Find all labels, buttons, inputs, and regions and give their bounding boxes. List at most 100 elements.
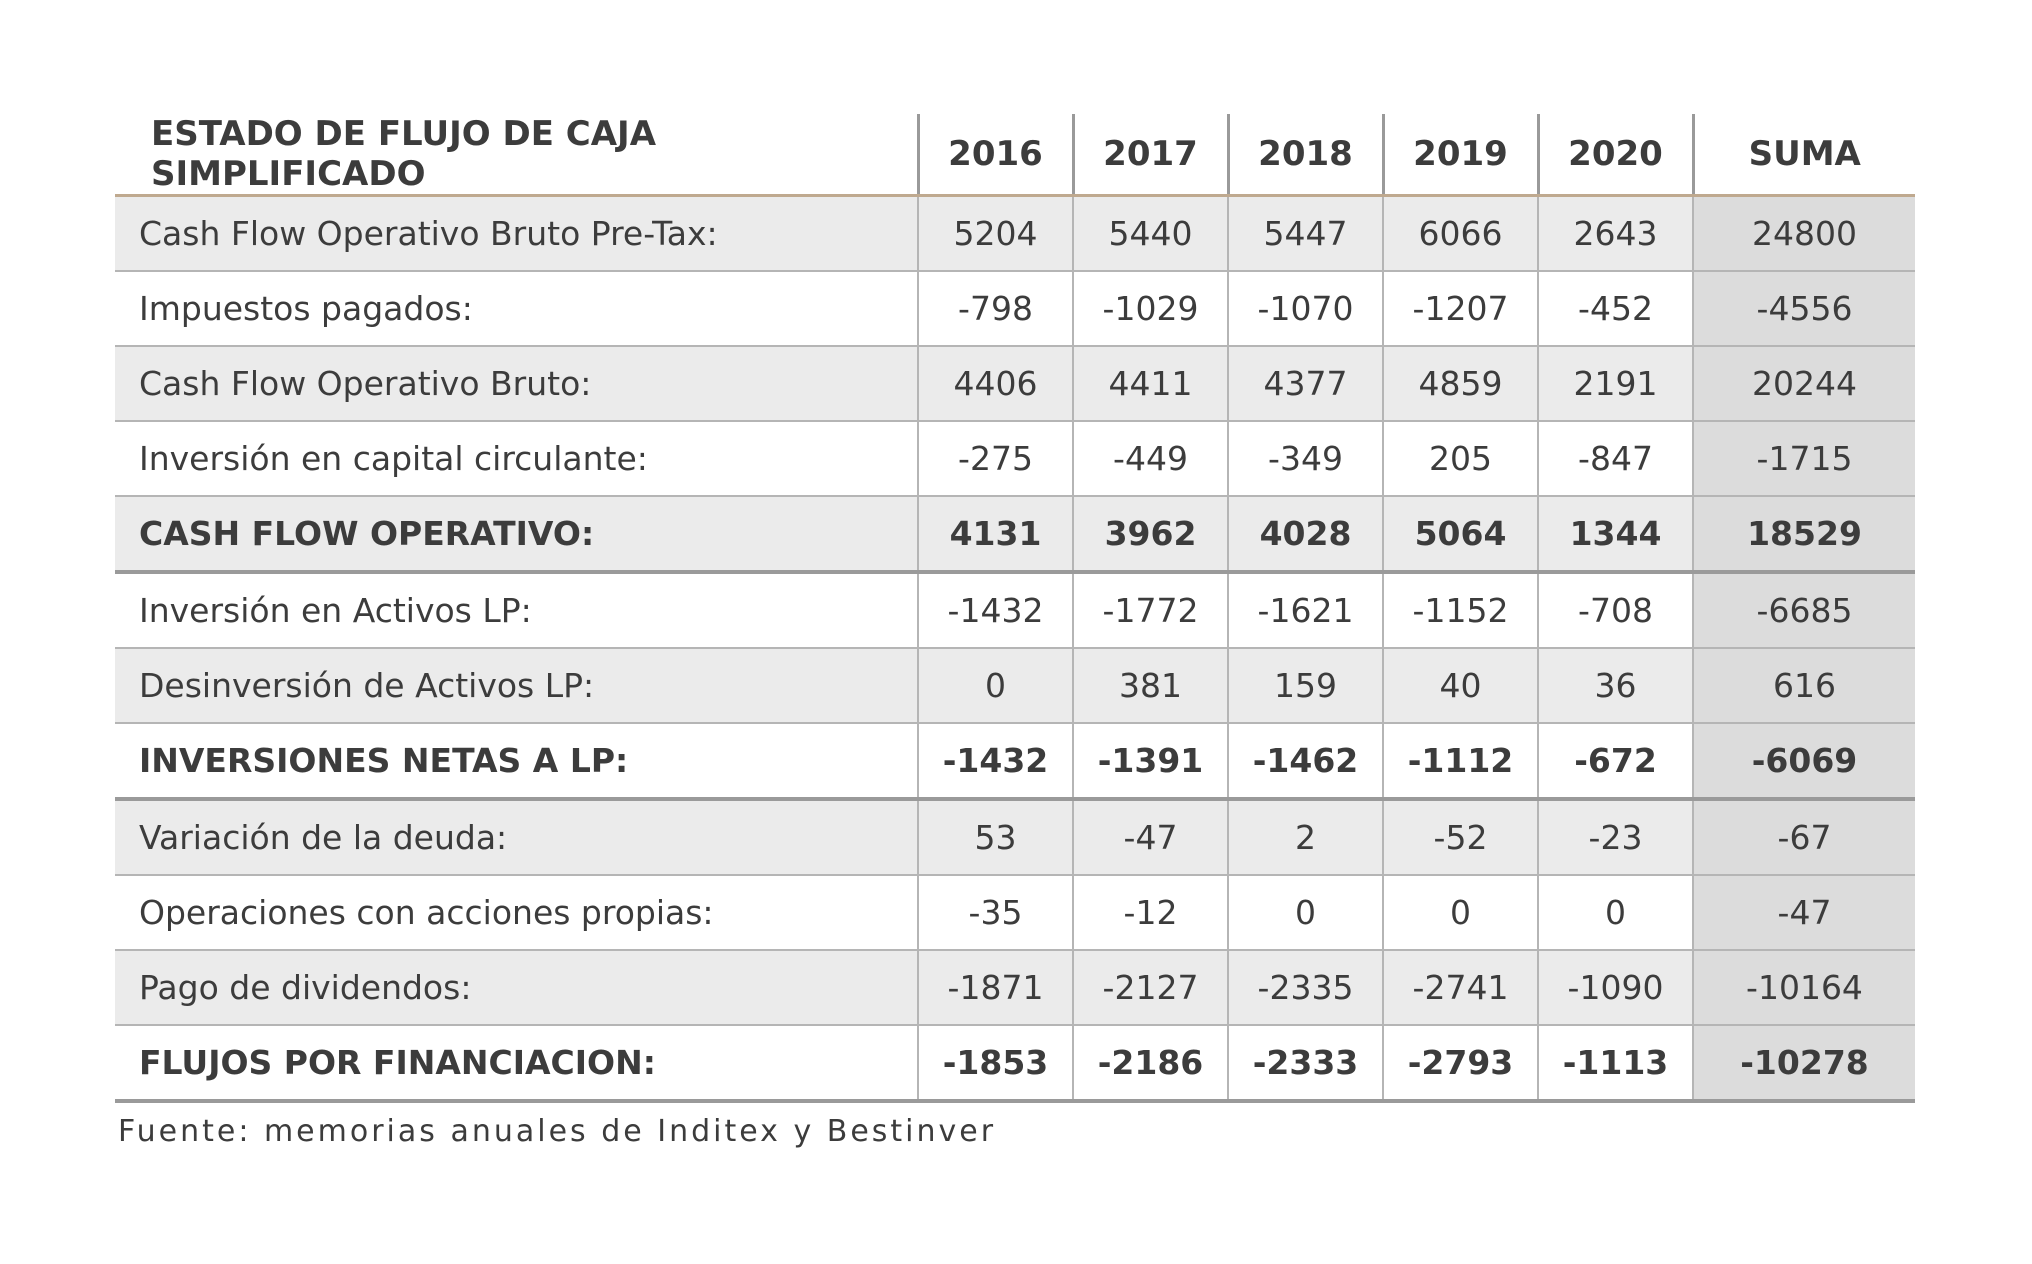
table-row: Variación de la deuda: 53 -47 2 -52 -23 -67 bbox=[115, 799, 1915, 876]
value-cell: -2741 bbox=[1382, 950, 1538, 1026]
value-cell: -23 bbox=[1537, 799, 1693, 876]
row-label: Inversión en capital circulante: bbox=[115, 421, 918, 497]
value-cell: 4377 bbox=[1227, 346, 1383, 422]
row-label: CASH FLOW OPERATIVO: bbox=[115, 496, 918, 574]
value-cell: -2335 bbox=[1227, 950, 1383, 1026]
table-row: Pago de dividendos: -1871 -2127 -2335 -2741-… bbox=[115, 950, 1915, 1026]
value-cell: 4406 bbox=[917, 346, 1073, 422]
header-row: ESTADO DE FLUJO DE CAJA SIMPLIFICADO 2016… bbox=[115, 114, 1915, 197]
value-cell: -798 bbox=[917, 271, 1073, 347]
table-body: Cash Flow Operativo Bruto Pre-Tax: 5204 54… bbox=[115, 195, 1915, 1103]
value-cell: -12 bbox=[1072, 875, 1228, 951]
value-cell: 616 bbox=[1692, 648, 1915, 724]
value-cell: -1090 bbox=[1537, 950, 1693, 1026]
value-cell: 2643 bbox=[1537, 195, 1693, 272]
table-row: INVERSIONES NETAS A LP: -1432 -1391 -1462 -1… bbox=[115, 723, 1915, 801]
header-cell: 2018 bbox=[1226, 114, 1383, 197]
row-label: Operaciones con acciones propias: bbox=[115, 875, 918, 951]
header-cell: SUMA bbox=[1691, 114, 1915, 197]
value-cell: 2191 bbox=[1537, 346, 1693, 422]
value-cell: 5440 bbox=[1072, 195, 1228, 272]
value-cell: -2127 bbox=[1072, 950, 1228, 1026]
value-cell: -67 bbox=[1692, 799, 1915, 876]
value-cell: -275 bbox=[917, 421, 1073, 497]
value-cell: 6066 bbox=[1382, 195, 1538, 272]
value-cell: 381 bbox=[1072, 648, 1228, 724]
value-cell: 5447 bbox=[1227, 195, 1383, 272]
value-cell: 18529 bbox=[1692, 496, 1915, 574]
value-cell: -4556 bbox=[1692, 271, 1915, 347]
value-cell: -1113 bbox=[1537, 1025, 1693, 1103]
value-cell: 3962 bbox=[1072, 496, 1228, 574]
header-cell: 2020 bbox=[1536, 114, 1693, 197]
value-cell: -449 bbox=[1072, 421, 1228, 497]
value-cell: -349 bbox=[1227, 421, 1383, 497]
table-row: Inversión en capital circulante: -275 -449… bbox=[115, 421, 1915, 497]
value-cell: 205 bbox=[1382, 421, 1538, 497]
value-cell: -1772 bbox=[1072, 572, 1228, 649]
source-note: Fuente: memorias anuales de Inditex y Be… bbox=[118, 1114, 997, 1149]
row-label: Impuestos pagados: bbox=[115, 271, 918, 347]
value-cell: -47 bbox=[1072, 799, 1228, 876]
row-label: Variación de la deuda: bbox=[115, 799, 918, 876]
value-cell: 159 bbox=[1227, 648, 1383, 724]
value-cell: 0 bbox=[1382, 875, 1538, 951]
row-label: Inversión en Activos LP: bbox=[115, 572, 918, 649]
value-cell: 24800 bbox=[1692, 195, 1915, 272]
value-cell: -2333 bbox=[1227, 1025, 1383, 1103]
value-cell: 0 bbox=[1227, 875, 1383, 951]
row-label: FLUJOS POR FINANCIACION: bbox=[115, 1025, 918, 1103]
value-cell: 4411 bbox=[1072, 346, 1228, 422]
value-cell: 4131 bbox=[917, 496, 1073, 574]
value-cell: 0 bbox=[917, 648, 1073, 724]
value-cell: -1391 bbox=[1072, 723, 1228, 801]
value-cell: 5204 bbox=[917, 195, 1073, 272]
row-label: Pago de dividendos: bbox=[115, 950, 918, 1026]
value-cell: 2 bbox=[1227, 799, 1383, 876]
value-cell: 4859 bbox=[1382, 346, 1538, 422]
value-cell: -1853 bbox=[917, 1025, 1073, 1103]
value-cell: -1070 bbox=[1227, 271, 1383, 347]
table-row: Desinversión de Activos LP: 0 381 159 40 36 61… bbox=[115, 648, 1915, 724]
table-row: Inversión en Activos LP: -1432 -1772 -1621-… bbox=[115, 572, 1915, 649]
value-cell: 1344 bbox=[1537, 496, 1693, 574]
value-cell: 40 bbox=[1382, 648, 1538, 724]
header-cell: ESTADO DE FLUJO DE CAJA SIMPLIFICADO bbox=[115, 114, 918, 197]
value-cell: -35 bbox=[917, 875, 1073, 951]
header-cell: 2019 bbox=[1381, 114, 1538, 197]
value-cell: 0 bbox=[1537, 875, 1693, 951]
value-cell: -1621 bbox=[1227, 572, 1383, 649]
value-cell: -1112 bbox=[1382, 723, 1538, 801]
value-cell: -1462 bbox=[1227, 723, 1383, 801]
value-cell: 53 bbox=[917, 799, 1073, 876]
row-label: Cash Flow Operativo Bruto Pre-Tax: bbox=[115, 195, 918, 272]
value-cell: -10164 bbox=[1692, 950, 1915, 1026]
value-cell: -1432 bbox=[917, 572, 1073, 649]
table-row: FLUJOS POR FINANCIACION: -1853 -2186 -2333-… bbox=[115, 1025, 1915, 1103]
value-cell: -47 bbox=[1692, 875, 1915, 951]
value-cell: -708 bbox=[1537, 572, 1693, 649]
value-cell: -52 bbox=[1382, 799, 1538, 876]
value-cell: 4028 bbox=[1227, 496, 1383, 574]
value-cell: -847 bbox=[1537, 421, 1693, 497]
value-cell: -6069 bbox=[1692, 723, 1915, 801]
value-cell: -10278 bbox=[1692, 1025, 1915, 1103]
value-cell: -2793 bbox=[1382, 1025, 1538, 1103]
value-cell: -672 bbox=[1537, 723, 1693, 801]
row-label: Cash Flow Operativo Bruto: bbox=[115, 346, 918, 422]
header-cell: 2016 bbox=[916, 114, 1073, 197]
value-cell: -6685 bbox=[1692, 572, 1915, 649]
value-cell: -1029 bbox=[1072, 271, 1228, 347]
table-row: CASH FLOW OPERATIVO: 4131 3962 4028 5064 1344… bbox=[115, 496, 1915, 574]
value-cell: -1871 bbox=[917, 950, 1073, 1026]
value-cell: -2186 bbox=[1072, 1025, 1228, 1103]
value-cell: -452 bbox=[1537, 271, 1693, 347]
value-cell: 20244 bbox=[1692, 346, 1915, 422]
value-cell: -1152 bbox=[1382, 572, 1538, 649]
table-row: Cash Flow Operativo Bruto Pre-Tax: 5204 54… bbox=[115, 195, 1915, 272]
table-row: Impuestos pagados: -798 -1029 -1070 -1207 -45… bbox=[115, 271, 1915, 347]
row-label: INVERSIONES NETAS A LP: bbox=[115, 723, 918, 801]
row-label: Desinversión de Activos LP: bbox=[115, 648, 918, 724]
table-row: Operaciones con acciones propias: -35 -12 0… bbox=[115, 875, 1915, 951]
